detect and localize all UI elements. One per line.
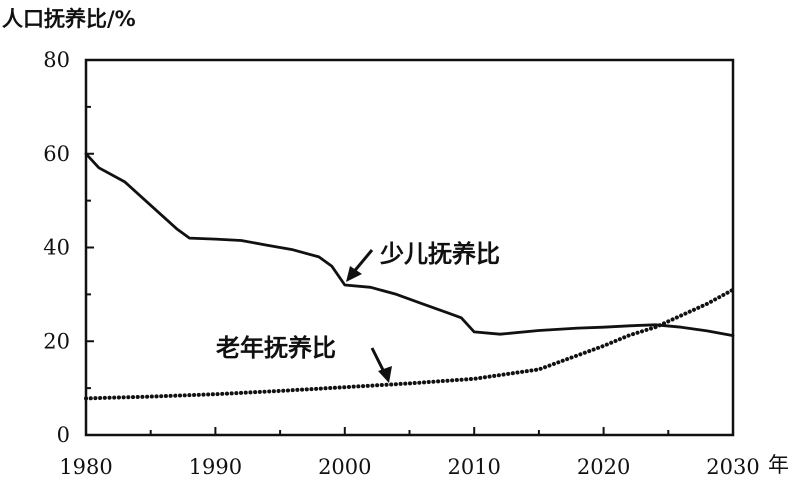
y-tick-label: 60 [43,142,70,166]
x-tick-label: 2010 [447,455,500,479]
series-label-child-dependency: 少儿抚养比 [379,240,500,268]
y-axis-title: 人口抚养比/% [2,7,136,31]
y-tick-label: 40 [43,236,70,260]
y-tick-label: 20 [43,329,70,353]
x-tick-label: 2020 [577,455,630,479]
x-tick-label: 1980 [59,455,112,479]
arrow-icon [346,249,374,282]
x-tick-label: 2000 [318,455,371,479]
series-lines [84,152,735,401]
annotation-child: 少儿抚养比 [346,240,500,282]
series-line-child-dependency [84,152,735,337]
axes: 1980 1990 2000 2010 2020 2030 0 20 40 60 80 [43,48,759,479]
annotation-elderly: 老年抚养比 [216,334,392,383]
series-label-elderly-dependency: 老年抚养比 [216,334,336,362]
arrow-icon [370,347,392,383]
y-tick-label: 80 [43,48,70,72]
y-tick-label: 0 [57,423,70,447]
x-axis-unit: 年 [768,453,789,477]
x-tick-label: 2030 [706,455,759,479]
x-tick-label: 1990 [189,455,242,479]
series-line-elderly-dependency [84,287,735,401]
